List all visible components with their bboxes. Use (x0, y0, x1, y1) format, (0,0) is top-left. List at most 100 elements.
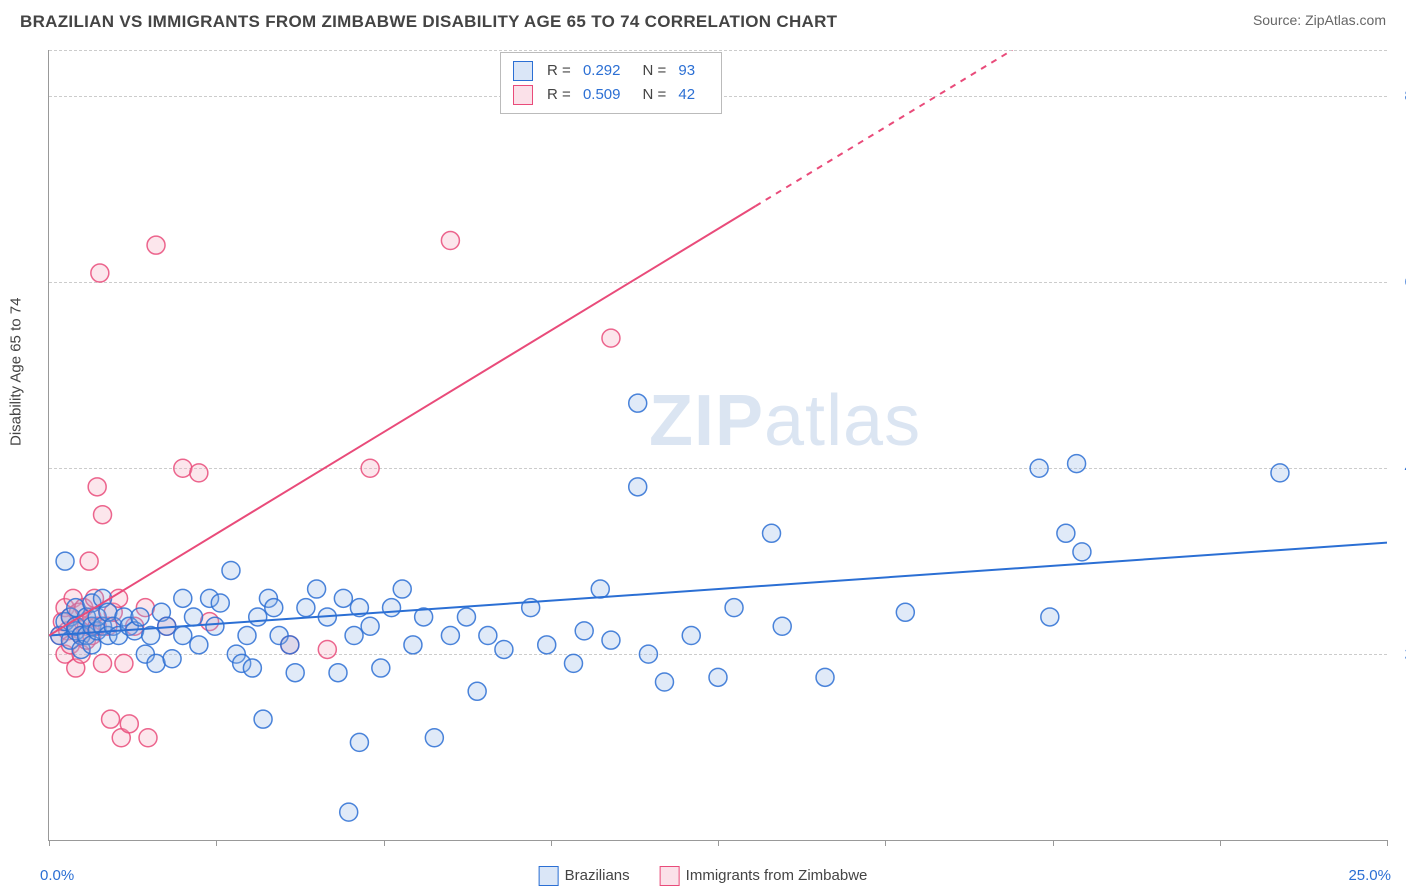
y-tick-label: 20.0% (1392, 646, 1406, 663)
data-point (361, 459, 379, 477)
data-point (629, 394, 647, 412)
data-point (139, 729, 157, 747)
x-tick (49, 840, 50, 846)
data-point (243, 659, 261, 677)
y-tick-label: 40.0% (1392, 460, 1406, 477)
x-axis-origin-label: 0.0% (40, 867, 74, 884)
y-axis-label: Disability Age 65 to 74 (8, 298, 25, 446)
data-point (591, 580, 609, 598)
data-point (468, 682, 486, 700)
legend-stat-row: R = 0.509 N = 42 (513, 83, 709, 107)
chart-svg (49, 50, 1387, 840)
correlation-legend: R = 0.292N = 93R = 0.509 N = 42 (500, 52, 722, 114)
y-tick-label: 80.0% (1392, 88, 1406, 105)
data-point (495, 640, 513, 658)
data-point (281, 636, 299, 654)
data-point (763, 524, 781, 542)
x-axis-max-label: 25.0% (1348, 867, 1391, 884)
data-point (575, 622, 593, 640)
data-point (425, 729, 443, 747)
data-point (80, 552, 98, 570)
data-point (372, 659, 390, 677)
data-point (190, 464, 208, 482)
data-point (211, 594, 229, 612)
data-point (773, 617, 791, 635)
x-tick (1053, 840, 1054, 846)
data-point (538, 636, 556, 654)
data-point (1041, 608, 1059, 626)
stat-n-label: N = (642, 59, 670, 83)
source-name: ZipAtlas.com (1305, 12, 1386, 28)
data-point (1030, 459, 1048, 477)
x-tick (1387, 840, 1388, 846)
data-point (174, 589, 192, 607)
data-point (185, 608, 203, 626)
x-tick (718, 840, 719, 846)
data-point (1271, 464, 1289, 482)
data-point (174, 627, 192, 645)
data-point (361, 617, 379, 635)
x-tick (551, 840, 552, 846)
data-point (206, 617, 224, 635)
data-point (94, 654, 112, 672)
data-point (345, 627, 363, 645)
data-point (682, 627, 700, 645)
data-point (816, 668, 834, 686)
stat-n-label: N = (642, 83, 670, 107)
data-point (120, 715, 138, 733)
data-point (238, 627, 256, 645)
x-tick (384, 840, 385, 846)
data-point (115, 654, 133, 672)
data-point (249, 608, 267, 626)
legend-item: Immigrants from Zimbabwe (660, 866, 868, 886)
stat-r-value: 0.509 (583, 83, 621, 107)
series-legend: Brazilians Immigrants from Zimbabwe (539, 866, 868, 886)
data-point (629, 478, 647, 496)
legend-swatch (660, 866, 680, 886)
data-point (602, 329, 620, 347)
regression-line (49, 543, 1387, 636)
x-tick (1220, 840, 1221, 846)
data-point (1068, 455, 1086, 473)
data-point (297, 599, 315, 617)
data-point (709, 668, 727, 686)
data-point (441, 627, 459, 645)
data-point (564, 654, 582, 672)
y-tick-label: 60.0% (1392, 274, 1406, 291)
data-point (479, 627, 497, 645)
data-point (340, 803, 358, 821)
stat-n-value: 42 (678, 83, 695, 107)
data-point (265, 599, 283, 617)
data-point (441, 232, 459, 250)
data-point (1057, 524, 1075, 542)
data-point (383, 599, 401, 617)
data-point (254, 710, 272, 728)
data-point (308, 580, 326, 598)
stat-n-value: 93 (678, 59, 695, 83)
x-tick (885, 840, 886, 846)
data-point (88, 478, 106, 496)
data-point (56, 552, 74, 570)
data-point (222, 561, 240, 579)
legend-swatch (539, 866, 559, 886)
legend-label: Immigrants from Zimbabwe (686, 867, 868, 884)
data-point (190, 636, 208, 654)
data-point (602, 631, 620, 649)
legend-stat-row: R = 0.292N = 93 (513, 59, 709, 83)
data-point (174, 459, 192, 477)
data-point (147, 654, 165, 672)
regression-line-dashed (755, 50, 1012, 206)
data-point (334, 589, 352, 607)
data-point (1073, 543, 1091, 561)
data-point (457, 608, 475, 626)
x-tick (216, 840, 217, 846)
source-prefix: Source: (1253, 12, 1305, 28)
plot-area: ZIPatlas 20.0%40.0%60.0%80.0% (48, 50, 1387, 841)
data-point (896, 603, 914, 621)
data-point (655, 673, 673, 691)
data-point (286, 664, 304, 682)
data-point (102, 710, 120, 728)
data-point (350, 733, 368, 751)
legend-item: Brazilians (539, 866, 630, 886)
stat-r-label: R = (547, 83, 575, 107)
